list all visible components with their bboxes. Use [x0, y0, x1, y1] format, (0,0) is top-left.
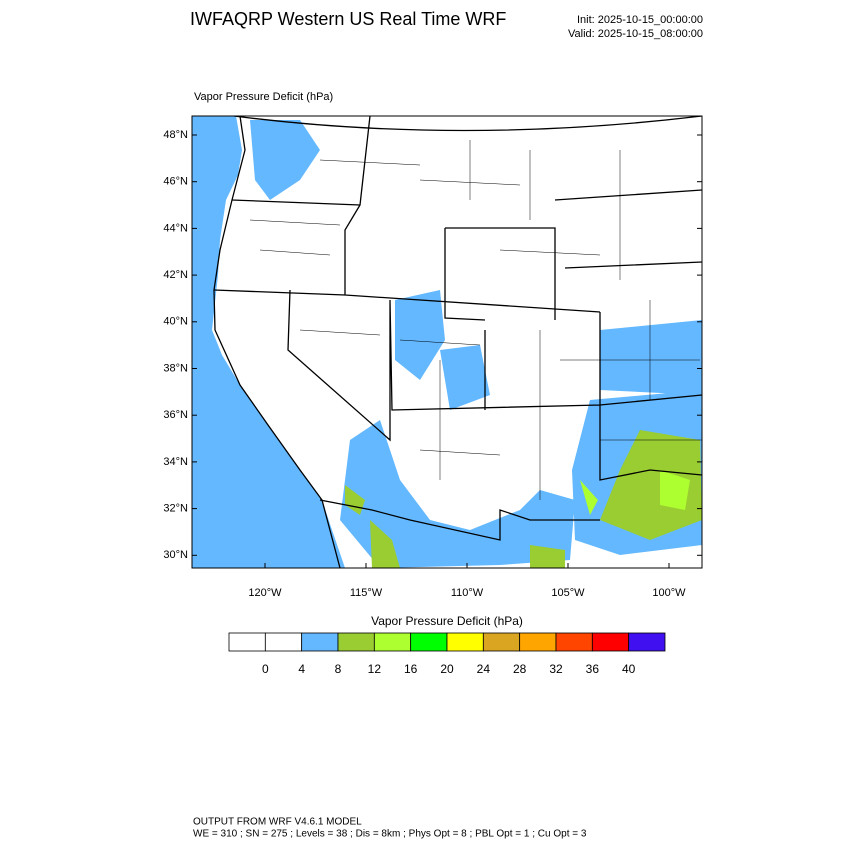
lat-label: 40°N [163, 316, 188, 328]
colorbar: 0 4 8 12 16 20 24 28 32 36 40 [228, 632, 666, 676]
colorbar-label: 24 [477, 662, 491, 676]
colorbar-box [446, 632, 484, 652]
lon-label: 100°W [652, 587, 686, 599]
colorbar-label: 8 [335, 662, 342, 676]
lat-label: 46°N [163, 176, 188, 188]
state-borders [213, 116, 702, 568]
colorbar-label: 16 [404, 662, 418, 676]
lat-label: 44°N [163, 222, 188, 234]
valid-time: Valid: 2025-10-15_08:00:00 [568, 28, 703, 40]
colorbar-box [519, 632, 557, 652]
colorbar-box [410, 632, 448, 652]
colorbar-label: 12 [368, 662, 382, 676]
lat-label: 34°N [163, 456, 188, 468]
lat-label: 32°N [163, 503, 188, 515]
colorbar-box [482, 632, 521, 652]
lat-label: 42°N [163, 269, 188, 281]
colorbar-label: 4 [298, 662, 305, 676]
lat-label: 48°N [163, 129, 188, 141]
lon-label: 115°W [350, 587, 383, 599]
colorbar-label: 36 [586, 662, 600, 676]
colorbar-label: 40 [622, 662, 636, 676]
colorbar-title: Vapor Pressure Deficit (hPa) [371, 614, 523, 628]
colorbar-label: 20 [440, 662, 454, 676]
title: IWFAQRP Western US Real Time WRF [190, 9, 506, 29]
colorbar-box [264, 632, 303, 652]
lon-label: 105°W [551, 587, 585, 599]
lat-label: 30°N [163, 549, 188, 561]
colorbar-box [301, 632, 339, 652]
lon-label: 120°W [248, 587, 282, 599]
map-label: Vapor Pressure Deficit (hPa) [194, 91, 333, 103]
footer-line: WE = 310 ; SN = 275 ; Levels = 38 ; Dis … [193, 829, 587, 840]
colorbar-box [628, 632, 666, 652]
colorbar-box [591, 632, 630, 652]
init-time: Init: 2025-10-15_00:00:00 [577, 14, 703, 26]
colorbar-box [228, 632, 266, 652]
colorbar-label: 32 [549, 662, 563, 676]
lon-label: 110°W [451, 587, 484, 599]
map [191, 115, 703, 569]
lat-label: 38°N [163, 362, 188, 374]
map-frame [191, 115, 703, 569]
lat-label: 36°N [163, 409, 188, 421]
colorbar-label: 0 [262, 662, 269, 676]
colorbar-label: 28 [513, 662, 527, 676]
colorbar-box [373, 632, 412, 652]
footer-line: OUTPUT FROM WRF V4.6.1 MODEL [193, 817, 362, 828]
colorbar-box [337, 632, 375, 652]
colorbar-box [555, 632, 593, 652]
